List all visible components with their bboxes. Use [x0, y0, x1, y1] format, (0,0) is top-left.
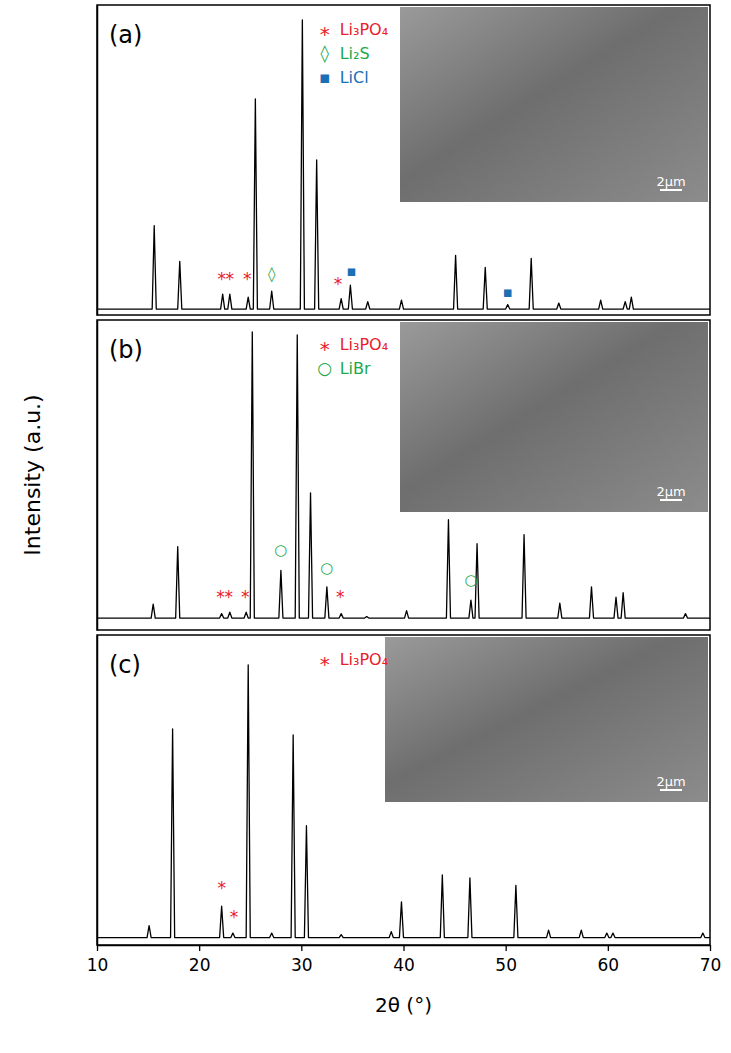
- sem-inset: 2μm: [400, 322, 708, 512]
- legend: *Li₃PO₄◊Li₂S▪LiCl: [319, 20, 388, 87]
- legend-symbol: *: [320, 652, 330, 676]
- legend: *Li₃PO₄○LiBr: [317, 335, 388, 378]
- panel-label: (a): [109, 21, 142, 49]
- x-tick-label: 60: [598, 955, 620, 975]
- figure: 2μm****◊▪▪*Li₃PO₄◊Li₂S▪LiCl(a)2μm****○○○…: [0, 0, 731, 1053]
- x-tick-mark: [403, 945, 404, 951]
- legend-label: LiCl: [340, 68, 369, 87]
- plot-frame: [97, 635, 710, 945]
- phase-marker: *: [217, 878, 226, 898]
- x-axis: 10 20 30 40 50 60 70: [87, 945, 722, 975]
- panel: 2μm***Li₃PO₄(c)10203040506070: [87, 635, 722, 975]
- legend-symbol: ◊: [320, 43, 329, 63]
- scale-bar: [660, 789, 682, 791]
- scale-bar: [660, 499, 682, 501]
- x-tick: 30: [291, 945, 313, 975]
- phase-marker: *: [226, 269, 235, 289]
- x-tick-mark: [608, 945, 609, 951]
- sem-image: [400, 322, 708, 512]
- xrd-pattern: [97, 665, 710, 938]
- x-tick: 60: [598, 945, 620, 975]
- legend-label: Li₃PO₄: [340, 335, 388, 354]
- sem-image: [385, 637, 708, 802]
- xrd-pattern: [97, 20, 710, 309]
- panel: 2μm****◊▪▪*Li₃PO₄◊Li₂S▪LiCl(a): [97, 5, 710, 316]
- scale-bar-label: 2μm: [656, 174, 685, 189]
- x-tick-mark: [301, 945, 302, 951]
- x-tick-label: 50: [495, 955, 517, 975]
- panel-label: (c): [109, 651, 141, 679]
- xrd-pattern: [97, 332, 710, 618]
- x-tick: 70: [700, 945, 722, 975]
- x-tick-mark: [710, 945, 711, 951]
- phase-marker: ○: [274, 541, 287, 559]
- sem-image: [400, 7, 708, 202]
- phase-marker: ◊: [268, 265, 276, 283]
- sem-inset: 2μm: [400, 7, 708, 202]
- plot-frame: [97, 5, 710, 315]
- legend-label: Li₃PO₄: [340, 20, 388, 39]
- x-tick-mark: [506, 945, 507, 951]
- scale-bar-label: 2μm: [656, 484, 685, 499]
- x-tick: 40: [393, 945, 415, 975]
- x-tick: 50: [495, 945, 517, 975]
- phase-marker: ▪: [503, 283, 513, 301]
- x-tick-mark: [97, 945, 98, 951]
- phase-marker: ▪: [346, 262, 356, 280]
- x-tick-label: 40: [393, 955, 415, 975]
- scale-bar: [660, 189, 682, 191]
- plot-frame: [97, 320, 710, 630]
- plot-area: [97, 332, 710, 618]
- x-tick-mark: [199, 945, 200, 951]
- legend-symbol: ▪: [319, 67, 331, 87]
- x-tick-label: 70: [700, 955, 722, 975]
- legend-symbol: ○: [317, 358, 332, 378]
- x-axis-title: 2θ (°): [375, 993, 432, 1017]
- y-axis-title: Intensity (a.u.): [20, 394, 45, 555]
- x-tick: 10: [87, 945, 109, 975]
- phase-marker: *: [336, 587, 345, 607]
- phase-marker: *: [241, 587, 250, 607]
- plot-area: [97, 20, 710, 309]
- legend-label: Li₂S: [340, 44, 370, 63]
- legend: * Li₃PO₄: [320, 650, 388, 676]
- phase-marker: *: [243, 269, 252, 289]
- panel: 2μm****○○○*Li₃PO₄○LiBr(b): [97, 320, 710, 631]
- sem-inset: 2μm: [385, 637, 708, 802]
- legend-label: Li₃PO₄: [340, 650, 388, 669]
- x-tick-label: 10: [87, 955, 109, 975]
- plot-area: [97, 665, 710, 938]
- phase-marker: *: [225, 587, 234, 607]
- legend-label: LiBr: [340, 359, 371, 378]
- phase-marker: ○: [464, 571, 477, 589]
- x-tick-label: 30: [291, 955, 313, 975]
- scale-bar-label: 2μm: [656, 774, 685, 789]
- x-tick: 20: [189, 945, 211, 975]
- phase-marker: ○: [320, 559, 333, 577]
- phase-marker: *: [230, 907, 239, 927]
- phase-marker: *: [334, 274, 343, 294]
- panel-label: (b): [109, 336, 143, 364]
- x-tick-label: 20: [189, 955, 211, 975]
